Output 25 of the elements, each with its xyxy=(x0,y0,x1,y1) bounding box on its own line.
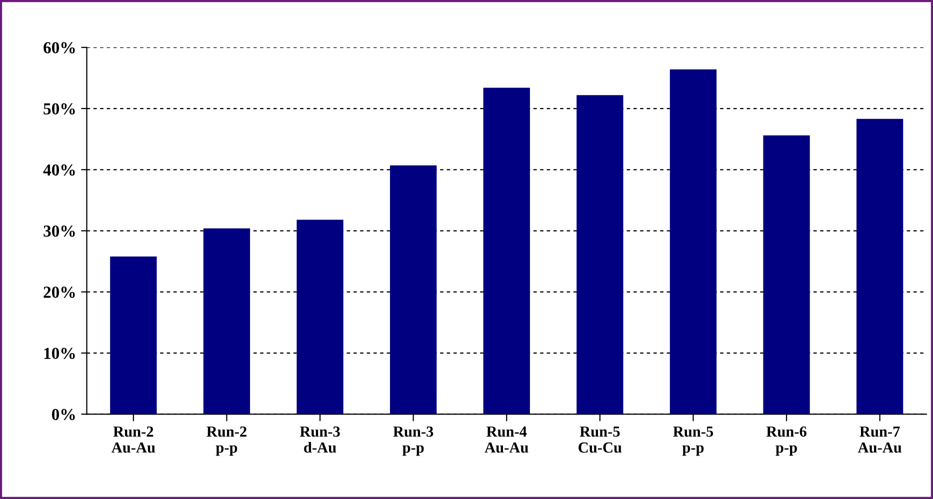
y-tick-label: 30% xyxy=(44,225,75,237)
y-tick-label: 50% xyxy=(44,103,75,115)
bar xyxy=(296,220,344,414)
bar xyxy=(390,165,437,414)
x-tick-label: Run-4 Au-Au xyxy=(484,426,528,453)
x-tick-label: Run-3 d-Au xyxy=(300,426,340,453)
x-tick-label: Run-6 p-p xyxy=(766,426,806,456)
x-tick-label: Run-2 p-p xyxy=(206,426,246,456)
y-tick-label: 60% xyxy=(44,42,75,54)
y-tick-label: 40% xyxy=(43,164,75,176)
bar xyxy=(483,88,530,414)
x-tick-label: Run-7 Au-Au xyxy=(858,426,902,453)
x-tick-label: Run-5 p-p xyxy=(673,426,714,456)
y-tick-label: 10% xyxy=(44,348,75,360)
bar xyxy=(856,118,904,414)
x-tick-label: Run-5 Cu-Cu xyxy=(578,426,622,453)
bar xyxy=(670,69,717,414)
bar xyxy=(763,135,810,414)
y-tick-label: 0% xyxy=(52,408,75,420)
bar xyxy=(576,95,624,414)
bar xyxy=(203,228,250,414)
x-tick-label: Run-3 p-p xyxy=(393,426,434,456)
y-tick-label: 20% xyxy=(44,286,75,298)
x-tick-label: Run-2 Au-Au xyxy=(111,426,156,453)
bar xyxy=(110,256,157,414)
